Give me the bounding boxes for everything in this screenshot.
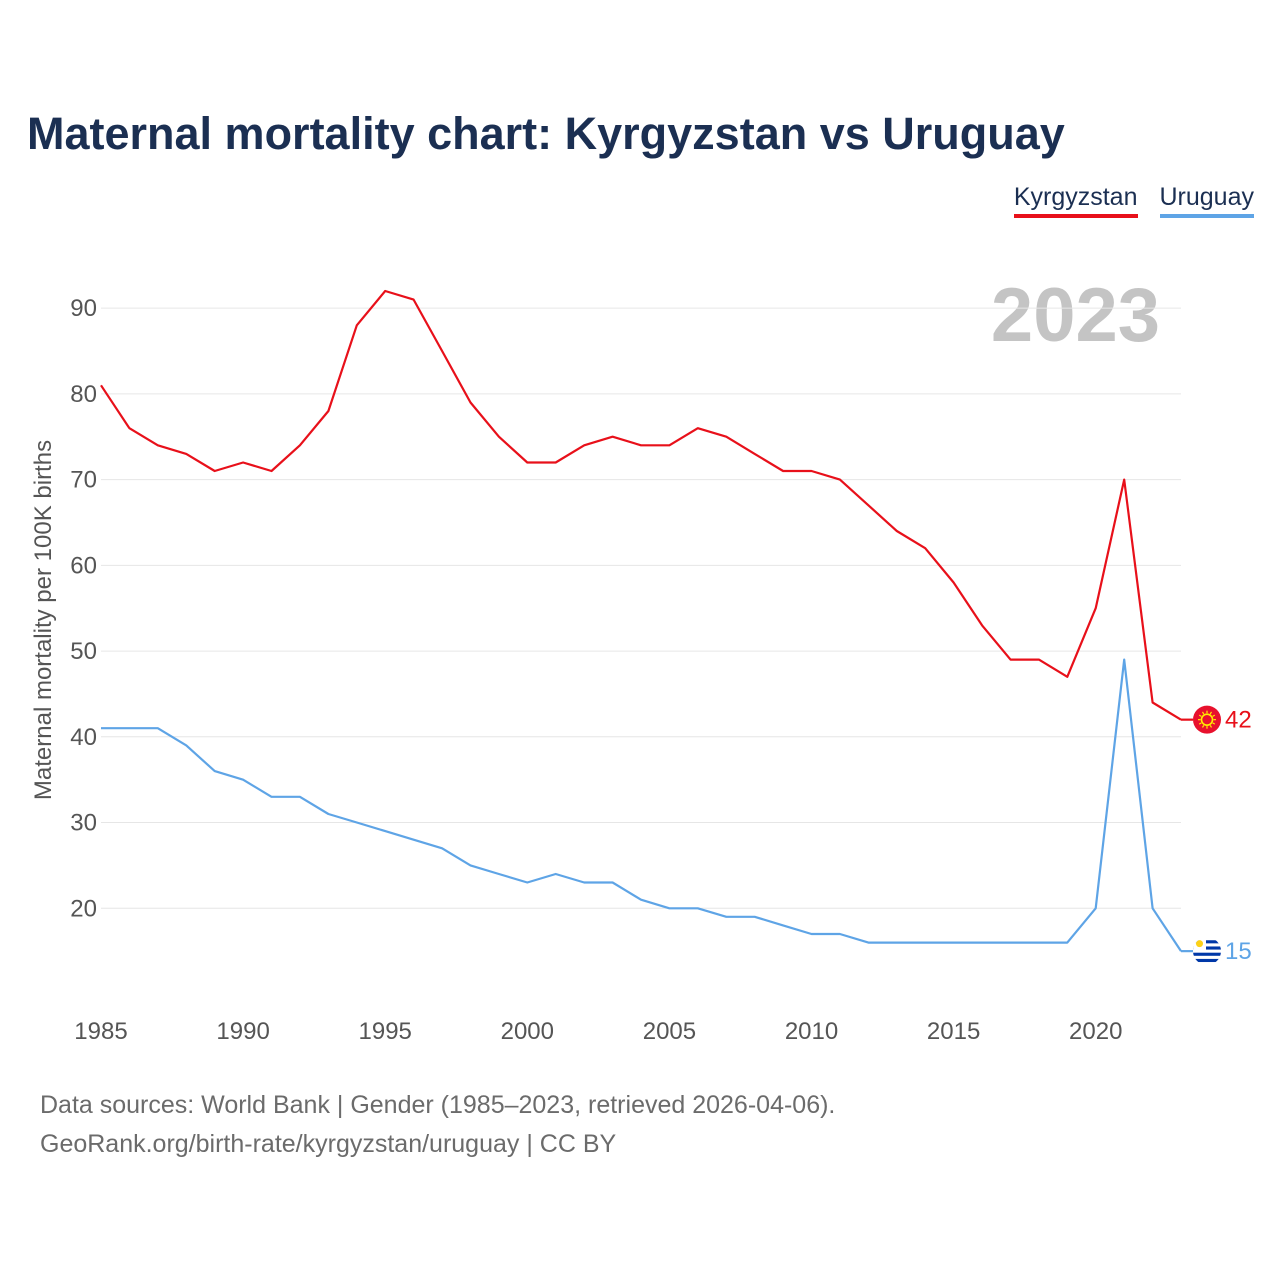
y-tick-label: 50	[70, 638, 97, 665]
end-value-label: 42	[1225, 707, 1252, 734]
series-line-kyrgyzstan	[100, 289, 1182, 721]
y-tick-label: 70	[70, 467, 97, 494]
y-tick-label: 20	[70, 895, 97, 922]
grid-lines	[101, 307, 1181, 909]
chart-title: Maternal mortality chart: Kyrgyzstan vs …	[27, 108, 1065, 159]
y-tick-label: 60	[70, 552, 97, 579]
x-tick-label: 2020	[1069, 1018, 1122, 1045]
year-label: 2023	[991, 273, 1160, 358]
x-tick-label: 2010	[785, 1018, 838, 1045]
x-tick-label: 1990	[216, 1018, 269, 1045]
y-axis-label: Maternal mortality per 100K births	[30, 440, 57, 800]
legend-item-kyrgyzstan[interactable]: Kyrgyzstan	[1013, 183, 1138, 218]
y-tick-label: 90	[70, 295, 97, 322]
series-line-uruguay	[101, 658, 1182, 952]
end-labels: 42 15	[1181, 705, 1252, 966]
source-line-1: Data sources: World Bank | Gender (1985–…	[40, 1091, 836, 1119]
uruguay-flag-icon	[1193, 937, 1221, 966]
legend-item-uruguay[interactable]: Uruguay	[1159, 183, 1254, 218]
y-tick-label: 80	[70, 381, 97, 408]
source-note: Data sources: World Bank | Gender (1985–…	[40, 1086, 835, 1164]
series-lines	[100, 289, 1182, 952]
kyrgyzstan-flag-icon	[1193, 705, 1221, 734]
x-tick-label: 2015	[927, 1018, 980, 1045]
x-tick-label: 2005	[643, 1018, 696, 1045]
x-tick-label: 1985	[74, 1018, 127, 1045]
x-tick-label: 1995	[359, 1018, 412, 1045]
y-tick-label: 40	[70, 724, 97, 751]
end-value-label: 15	[1225, 938, 1252, 965]
x-axis: 1985 1990 1995 2000 2005 2010 2015 2020	[74, 1018, 1122, 1045]
source-line-2: GeoRank.org/birth-rate/kyrgyzstan/urugua…	[40, 1130, 617, 1158]
y-tick-label: 30	[70, 810, 97, 837]
x-tick-label: 2000	[501, 1018, 554, 1045]
y-axis: 20 30 40 50 60 70 80 90	[70, 295, 97, 922]
legend: Kyrgyzstan Uruguay	[1013, 183, 1254, 218]
